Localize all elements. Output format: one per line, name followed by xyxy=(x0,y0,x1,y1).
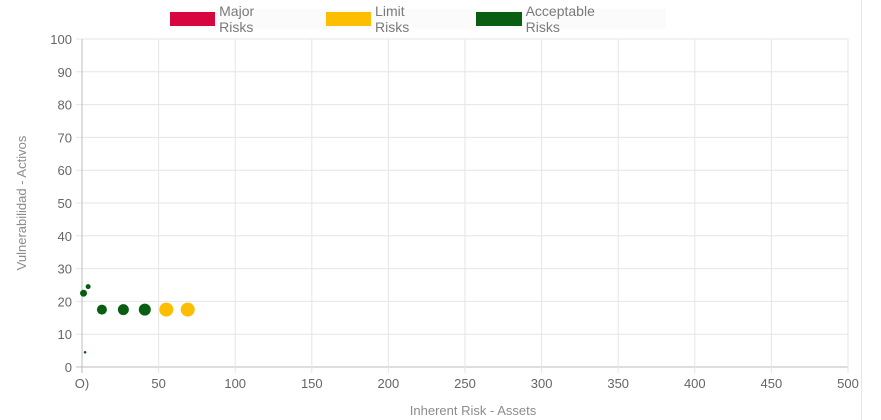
y-tick-label: 60 xyxy=(58,163,72,178)
x-axis-title: Inherent Risk - Assets xyxy=(410,403,537,418)
y-tick-label: 0 xyxy=(65,360,72,375)
legend: Major Risks Limit Risks Acceptable Risks xyxy=(170,3,666,35)
y-tick-label: 10 xyxy=(58,327,72,342)
y-tick-label: 20 xyxy=(58,294,72,309)
x-tick-label: 350 xyxy=(607,376,629,391)
y-tick-label: 30 xyxy=(58,262,72,277)
point-acceptable-risks[interactable] xyxy=(80,289,88,297)
legend-item-acceptable-risks[interactable]: Acceptable Risks xyxy=(476,3,631,35)
x-tick-label: 400 xyxy=(684,376,706,391)
legend-swatch-acceptable-risks xyxy=(476,12,522,26)
point-acceptable-risks[interactable] xyxy=(138,303,151,316)
point-limit-risks[interactable] xyxy=(180,302,195,317)
y-tick-label: 100 xyxy=(50,32,72,47)
x-tick-label: O) xyxy=(75,376,89,391)
y-tick-label: 90 xyxy=(58,65,72,80)
legend-label-limit-risks: Limit Risks xyxy=(375,3,410,35)
x-tick-label: 50 xyxy=(151,376,165,391)
y-tick-label: 70 xyxy=(58,130,72,145)
legend-swatch-major-risks xyxy=(170,12,216,26)
y-tick-label: 40 xyxy=(58,229,72,244)
chart-frame: Major Risks Limit Risks Acceptable Risks… xyxy=(14,0,862,420)
y-tick-label: 50 xyxy=(58,196,72,211)
point-limit-risks[interactable] xyxy=(159,302,174,317)
y-axis-title: Vulnerabilidad - Activos xyxy=(14,135,29,270)
x-tick-label: 300 xyxy=(531,376,553,391)
point-acceptable-risks[interactable] xyxy=(117,304,129,316)
point-acceptable-risks[interactable] xyxy=(83,350,87,354)
legend-swatch-limit-risks xyxy=(325,12,372,26)
legend-label-acceptable-risks: Acceptable Risks xyxy=(525,3,595,35)
point-acceptable-risks[interactable] xyxy=(85,284,91,290)
legend-label-major-risks: Major Risks xyxy=(219,3,255,35)
x-tick-label: 200 xyxy=(378,376,400,391)
x-tick-label: 150 xyxy=(301,376,323,391)
legend-item-limit-risks[interactable]: Limit Risks xyxy=(325,3,442,35)
x-tick-label: 250 xyxy=(454,376,476,391)
point-acceptable-risks[interactable] xyxy=(96,304,107,315)
x-tick-label: 100 xyxy=(224,376,246,391)
y-tick-label: 80 xyxy=(58,98,72,113)
x-tick-label: 450 xyxy=(761,376,783,391)
x-tick-label: 500 xyxy=(837,376,859,391)
scatter-plot: 0 10 20 30 40 50 60 70 80 90 100 O) 50 100 150 200 250 30… xyxy=(14,32,859,418)
legend-item-major-risks[interactable]: Major Risks xyxy=(170,3,291,35)
